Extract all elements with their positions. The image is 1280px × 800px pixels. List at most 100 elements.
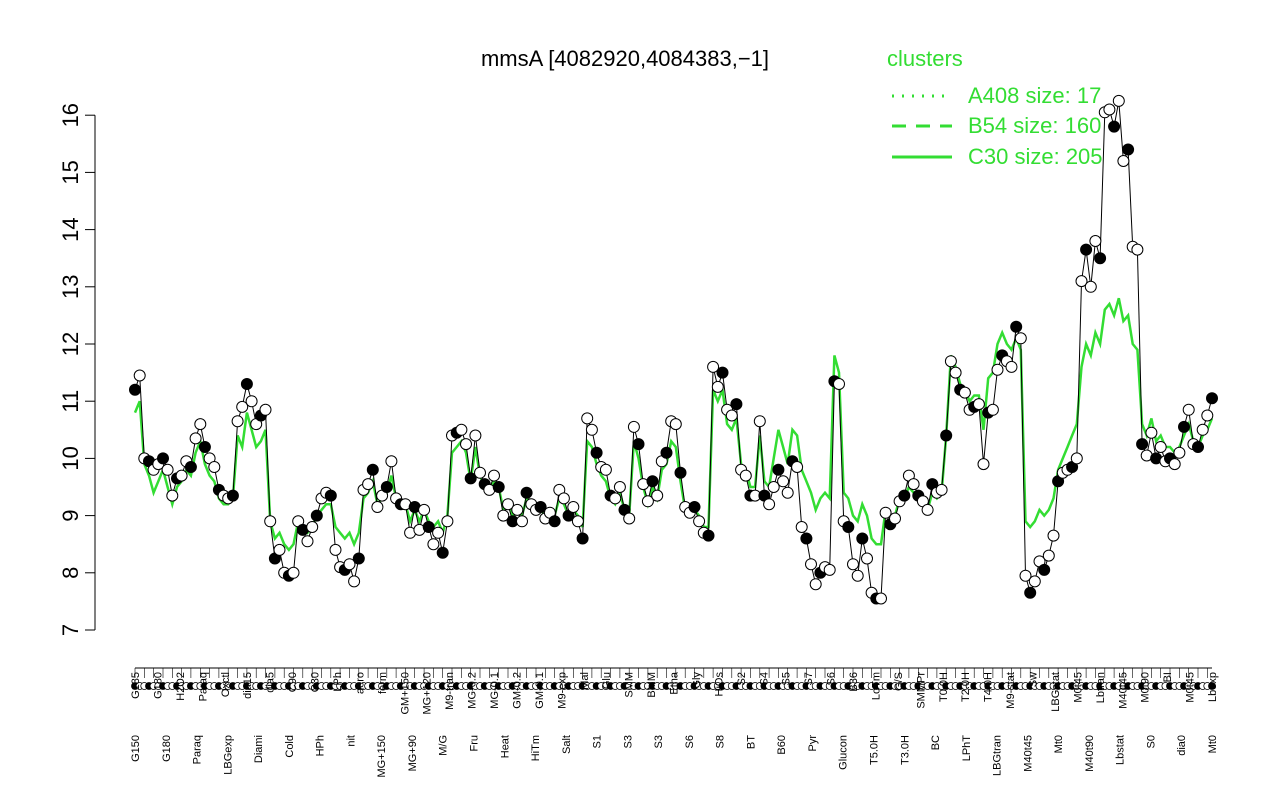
data-point [175, 469, 188, 482]
data-point [198, 441, 211, 453]
x-tick-label: Mt0 [1053, 735, 1065, 753]
data-point [977, 458, 990, 471]
data-point [716, 366, 729, 379]
x-tick-label: T4.0H [983, 672, 995, 702]
data-point [441, 515, 454, 528]
x-axis: G135 G180 H2O2 Paraq Oxctl dia15 dia5 C90 C30 LPh… [130, 667, 1219, 778]
data-point [1178, 420, 1190, 433]
data-point [236, 400, 249, 413]
x-tick-label: G135 [130, 672, 142, 699]
data-point [366, 463, 379, 476]
y-tick-label: 11 [58, 390, 83, 413]
x-tick-label: H2O2 [175, 672, 187, 701]
data-point [1075, 275, 1088, 288]
data-point [1192, 441, 1204, 453]
x-tick-label: S6 [826, 672, 838, 685]
x-tick-label: S8 [715, 735, 727, 748]
data-point [1028, 575, 1041, 588]
data-point [646, 475, 659, 488]
data-point [986, 403, 999, 416]
data-point [231, 415, 244, 428]
data-point [385, 455, 398, 468]
data-point [1136, 438, 1149, 451]
x-tick-label: BI [1162, 672, 1174, 682]
data-point [842, 521, 855, 533]
data-point [651, 489, 664, 502]
data-point [287, 566, 300, 579]
data-point [520, 486, 533, 499]
data-point [194, 418, 207, 431]
data-point [1131, 243, 1144, 256]
x-tick-label: Fru [469, 735, 481, 752]
x-tick-label: dia15 [242, 672, 254, 699]
data-point [1084, 280, 1097, 293]
x-tick-label: S4 [758, 672, 770, 685]
x-tick-label: MG+90 [407, 735, 419, 771]
data-point [753, 415, 766, 428]
y-tick-label: 15 [58, 160, 83, 184]
data-point [669, 418, 682, 431]
data-point [1042, 549, 1055, 562]
x-tick-label: G180 [161, 735, 173, 762]
data-point [1024, 586, 1037, 599]
data-point [613, 481, 626, 493]
data-point [240, 378, 253, 390]
x-tick-label: Mal [579, 672, 591, 690]
data-point [492, 481, 505, 493]
x-tick-label: BMM [646, 672, 658, 698]
data-point [1206, 392, 1218, 405]
x-tick-label: G150 [130, 735, 142, 762]
x-tick-label: GM-0.1 [534, 672, 546, 709]
x-tick-label: GM-0.2 [511, 672, 523, 709]
data-point [129, 383, 141, 396]
data-point [921, 503, 934, 516]
x-tick-label: LBGtran [992, 735, 1004, 776]
data-point [464, 472, 477, 485]
x-tick-label: S2 [736, 672, 748, 685]
data-point [226, 489, 239, 502]
x-tick-label: M40t45 [1022, 735, 1034, 772]
data-point [1070, 452, 1083, 465]
data-point [516, 515, 528, 528]
data-point [455, 423, 468, 436]
x-tick-label: Cold [284, 735, 296, 758]
data-point [693, 515, 706, 528]
legend-entry-b54: B54 size: 160 [968, 113, 1101, 138]
x-tick-label: Diami [253, 735, 265, 763]
data-point [184, 461, 197, 473]
data-point [1019, 569, 1032, 582]
data-point [1010, 320, 1023, 333]
data-point [702, 529, 715, 542]
x-tick-label: Salt [561, 735, 573, 754]
x-tick-label: dia0 [1176, 735, 1188, 756]
data-point [511, 503, 524, 516]
data-point [1201, 409, 1214, 422]
data-point [777, 475, 790, 488]
x-tick-label: S1 [592, 735, 604, 748]
y-tick-label: 8 [58, 567, 83, 579]
x-tick-label: S3 [622, 735, 634, 748]
data-point [674, 466, 687, 479]
data-point [348, 575, 361, 588]
data-point [1182, 403, 1195, 416]
data-point [306, 521, 319, 533]
data-point [474, 466, 486, 479]
data-point [958, 386, 971, 399]
x-tick-label: C90 [287, 672, 299, 692]
data-point [1014, 332, 1027, 345]
y-tick-label: 14 [58, 217, 83, 241]
data-point [1117, 155, 1130, 167]
data-point [1089, 235, 1102, 247]
data-point [739, 469, 752, 482]
data-point [189, 432, 202, 445]
x-tick-label: Glu [601, 672, 613, 689]
x-tick-label: LBGexp [222, 735, 234, 775]
chart-title: mmsA [4082920,4084383,−1] [481, 46, 769, 71]
data-point [436, 546, 449, 559]
data-point [1080, 243, 1093, 256]
x-tick-label: M/G [438, 735, 450, 756]
data-point [907, 478, 920, 491]
x-tick-label: LoTm [870, 672, 882, 700]
x-tick-label: M40t45 [1117, 672, 1129, 709]
data-point [763, 498, 776, 511]
